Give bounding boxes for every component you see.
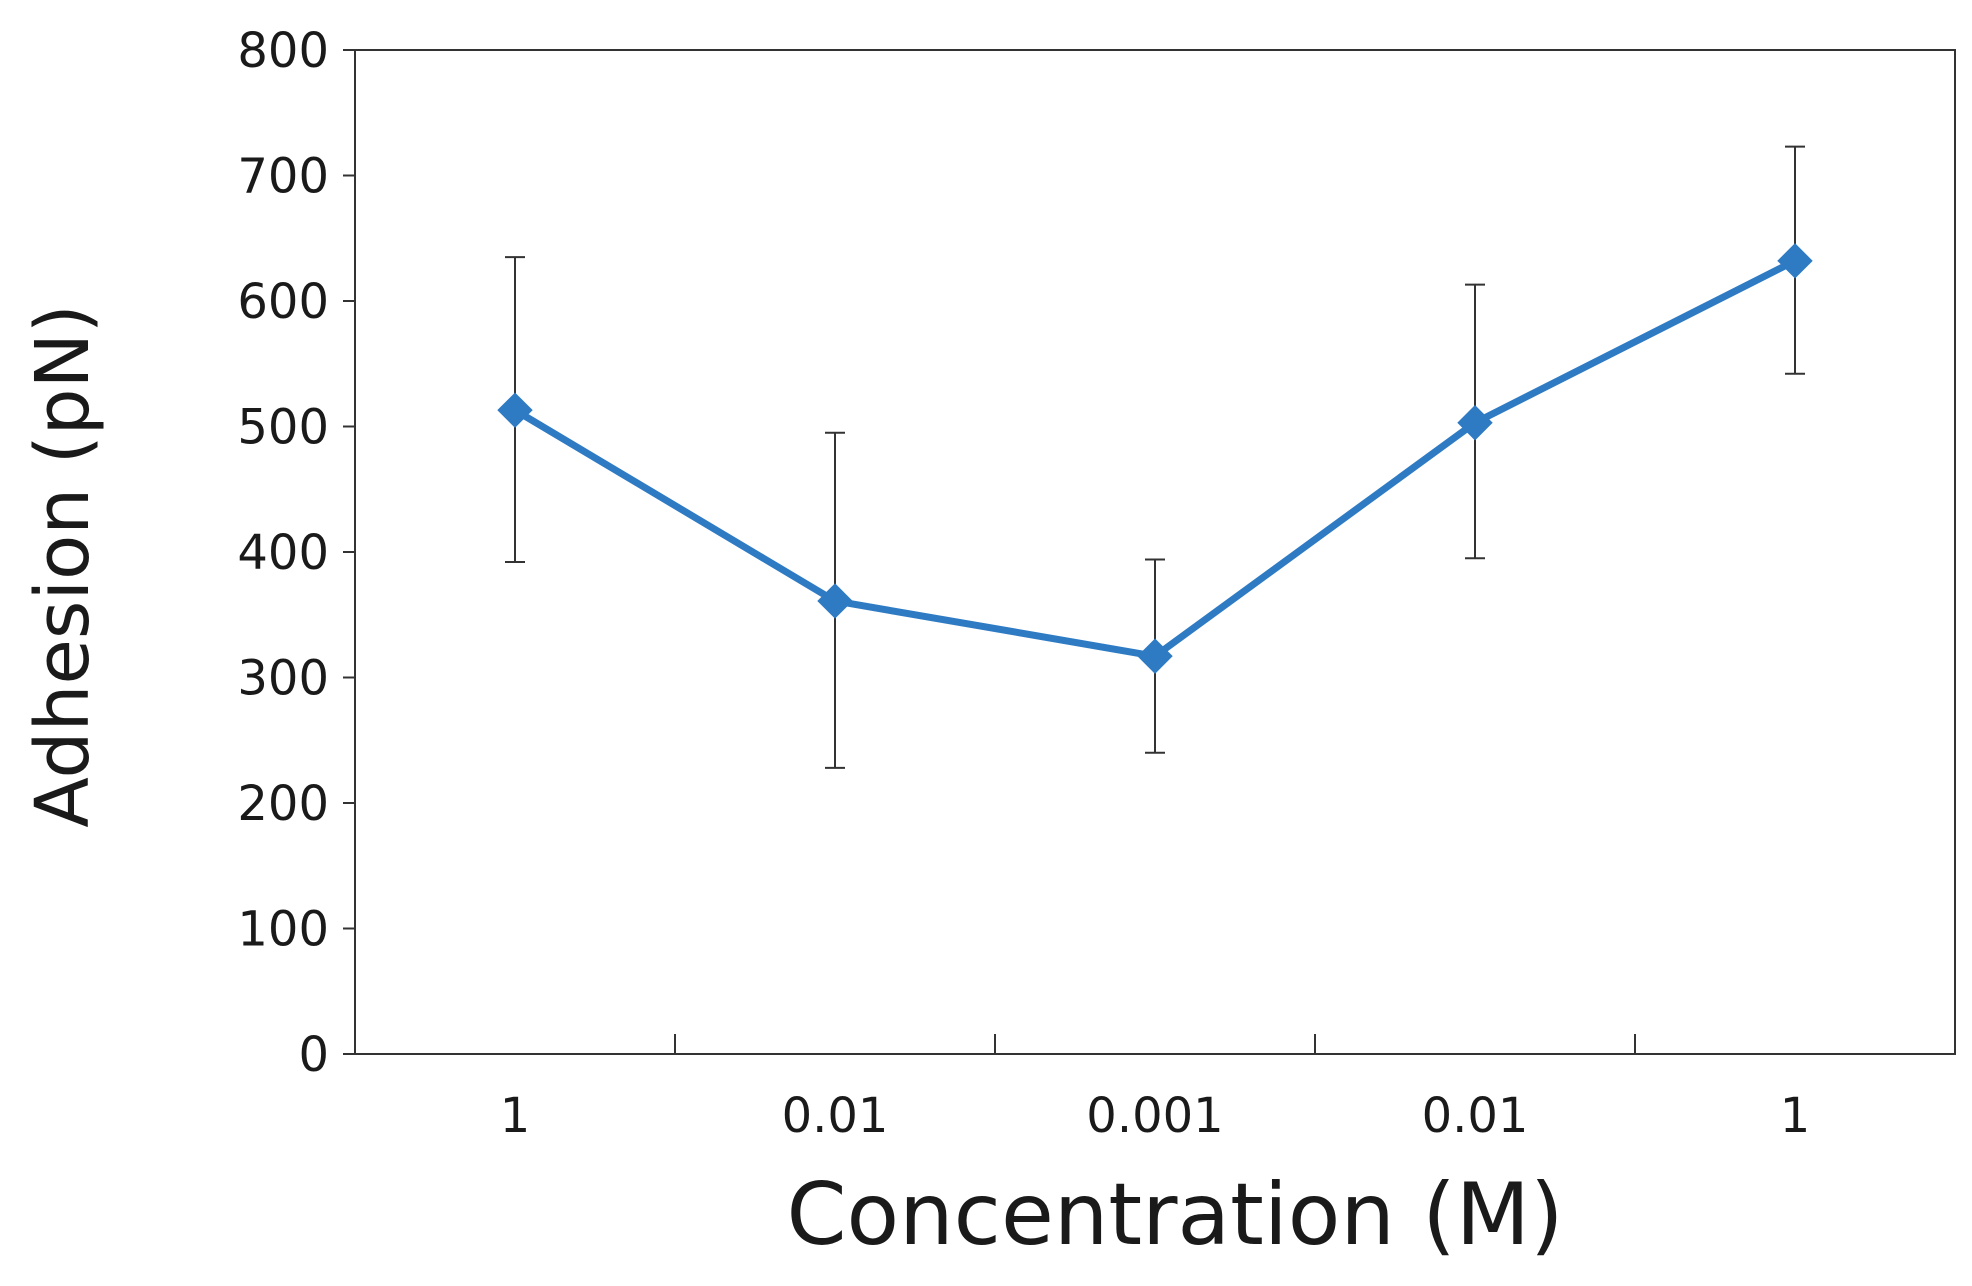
y-tick-label: 400 <box>237 525 329 581</box>
data-point-marker <box>497 392 533 428</box>
x-tick-label: 1 <box>1780 1088 1811 1144</box>
y-tick-label: 200 <box>237 776 329 832</box>
x-tick-label: 1 <box>500 1088 531 1144</box>
series-markers <box>497 243 1813 674</box>
y-tick-label: 500 <box>237 400 329 456</box>
y-tick-label: 100 <box>237 902 329 958</box>
data-point-marker <box>1777 243 1813 279</box>
x-axis-title: Concentration (M) <box>786 1165 1563 1265</box>
y-tick-label: 800 <box>237 23 329 79</box>
y-axis-title: Adhesion (pN) <box>20 304 106 828</box>
data-point-marker <box>1457 405 1493 441</box>
y-tick-label: 700 <box>237 149 329 205</box>
x-tick-label: 0.01 <box>782 1088 889 1144</box>
y-tick-label: 300 <box>237 651 329 707</box>
y-tick-label: 0 <box>298 1027 329 1083</box>
plot-area <box>354 49 1956 1055</box>
x-tick-label: 0.001 <box>1086 1088 1223 1144</box>
x-axis-ticks: 1 0.01 0.001 0.01 1 <box>500 1034 1811 1144</box>
data-point-marker <box>1137 638 1173 674</box>
y-axis-ticks: 0 100 200 300 400 500 600 700 800 <box>237 23 355 1083</box>
y-tick-label: 600 <box>237 274 329 330</box>
data-point-marker <box>817 583 853 619</box>
x-tick-label: 0.01 <box>1422 1088 1529 1144</box>
